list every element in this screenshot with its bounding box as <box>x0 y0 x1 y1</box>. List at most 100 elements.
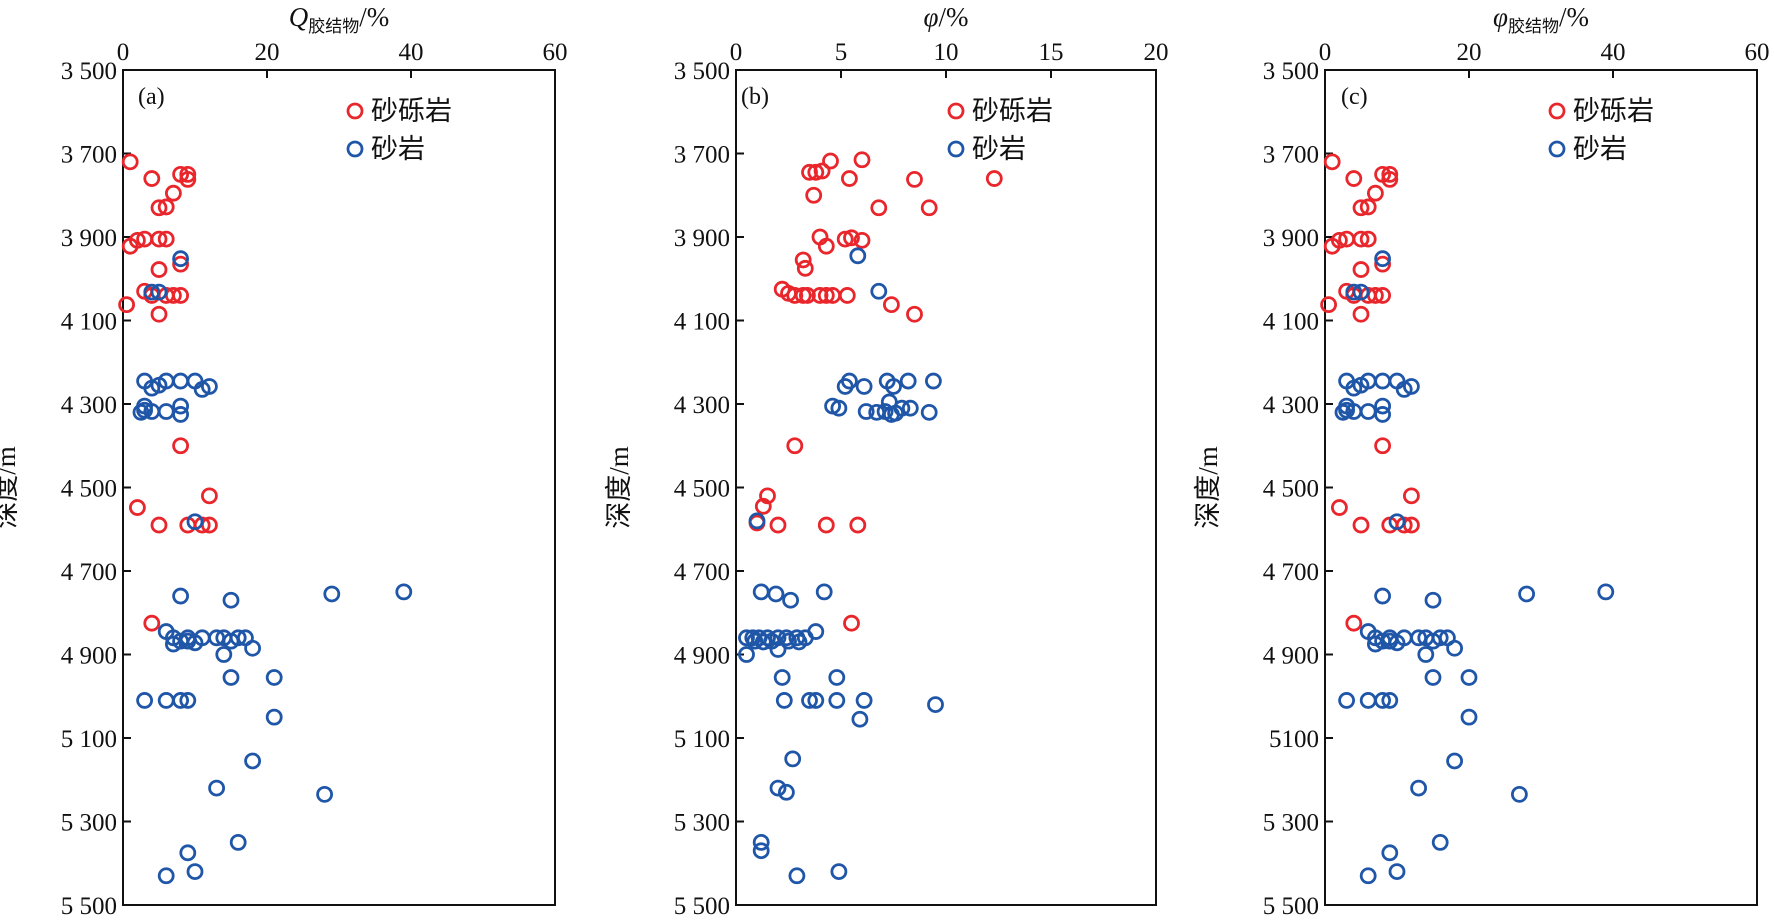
data-point <box>782 591 799 609</box>
data-point <box>849 247 867 265</box>
data-point <box>136 692 154 709</box>
data-point <box>752 583 770 601</box>
x-axis-label-subscript: 胶结物 <box>308 17 359 36</box>
data-point <box>813 162 831 180</box>
legend-label-sandstone: 砂岩 <box>1573 134 1627 164</box>
data-point <box>179 165 197 183</box>
data-point <box>186 863 204 880</box>
data-point <box>316 785 334 803</box>
data-point <box>920 199 938 217</box>
data-point <box>118 296 135 314</box>
y-tick-label: 5 300 <box>1263 810 1319 837</box>
data-point <box>836 378 854 395</box>
data-point <box>150 230 168 248</box>
data-point <box>870 199 888 217</box>
data-point <box>222 591 240 609</box>
data-point <box>1323 237 1341 255</box>
data-point <box>906 170 923 188</box>
data-point <box>857 403 875 420</box>
x-tick-label: 10 <box>934 39 959 66</box>
x-axis-label-unit: /% <box>359 2 389 32</box>
legend-label-sandy_conglomerate: 砂砾岩 <box>1573 96 1654 126</box>
data-point <box>1381 165 1399 183</box>
data-point <box>920 403 938 421</box>
y-tick-label: 5 100 <box>674 726 730 753</box>
data-point <box>815 583 833 601</box>
data-point <box>853 151 871 169</box>
y-tick-label: 3 900 <box>1263 225 1319 252</box>
x-tick-label: 15 <box>1039 39 1064 66</box>
data-point <box>738 629 755 647</box>
legend-label-sandstone: 砂岩 <box>972 134 1026 164</box>
data-point <box>1352 230 1370 248</box>
data-point <box>849 516 867 534</box>
data-point <box>807 163 825 181</box>
data-point <box>1352 376 1370 394</box>
data-point <box>1367 635 1384 653</box>
x-tick-label: 60 <box>1745 39 1770 66</box>
data-point <box>128 499 146 516</box>
data-point <box>836 230 854 248</box>
data-point <box>179 170 197 188</box>
data-point <box>786 437 804 455</box>
data-point <box>1320 296 1337 314</box>
data-point <box>828 669 846 686</box>
data-point <box>186 634 204 652</box>
x-tick-label: 20 <box>255 39 280 66</box>
data-point <box>143 170 161 187</box>
legend-label-sandy_conglomerate: 砂砾岩 <box>371 96 452 126</box>
x-axis-label-unit: /% <box>938 2 968 32</box>
x-tick-label: 20 <box>1144 39 1169 66</box>
y-axis-label: 深度/m <box>604 446 634 529</box>
data-point <box>157 230 175 248</box>
data-point <box>1352 261 1370 278</box>
x-tick-label: 5 <box>835 39 848 66</box>
y-tick-label: 3 700 <box>674 142 730 169</box>
y-tick-label: 5 500 <box>1263 893 1319 915</box>
data-point <box>790 633 808 651</box>
data-point <box>769 779 787 797</box>
data-point <box>817 287 835 304</box>
y-tick-label: 3 900 <box>61 225 117 252</box>
y-tick-label: 5 500 <box>61 893 117 915</box>
data-point <box>927 696 944 713</box>
y-tick-label: 5 300 <box>61 810 117 837</box>
data-point <box>1460 708 1478 726</box>
y-tick-label: 4 300 <box>1263 392 1319 419</box>
data-point <box>1331 499 1348 516</box>
series-sandstone <box>1334 250 1615 885</box>
data-point <box>788 867 806 885</box>
y-tick-label: 3 500 <box>61 58 117 85</box>
y-tick-label: 4 700 <box>674 559 730 586</box>
y-tick-label: 4 900 <box>674 643 730 670</box>
data-point <box>796 259 814 277</box>
data-point <box>172 692 190 709</box>
data-point <box>1374 372 1391 390</box>
data-point <box>870 282 888 300</box>
data-point <box>150 516 168 534</box>
data-point <box>1511 785 1528 803</box>
legend-marker-sandy_conglomerate <box>346 102 364 120</box>
data-point <box>1359 403 1377 420</box>
data-point <box>841 170 858 187</box>
data-point <box>1446 752 1463 770</box>
x-axis-label-unit: /% <box>1559 2 1589 32</box>
data-point <box>157 198 175 216</box>
data-point <box>172 255 190 273</box>
data-point <box>830 399 848 417</box>
legend-marker-sandstone <box>1548 140 1566 158</box>
data-point <box>222 632 240 650</box>
data-point <box>1359 230 1377 248</box>
y-tick-label: 5 100 <box>61 726 117 753</box>
data-point <box>179 692 197 709</box>
data-point <box>150 199 168 217</box>
data-point <box>830 863 848 880</box>
series-sandy_conglomerate <box>118 153 218 632</box>
data-point <box>1334 403 1352 421</box>
x-axis-label-subscript: 胶结物 <box>1508 17 1559 36</box>
data-point <box>150 376 168 394</box>
y-tick-label: 5 300 <box>674 810 730 837</box>
panel-label: (c) <box>1341 84 1368 110</box>
